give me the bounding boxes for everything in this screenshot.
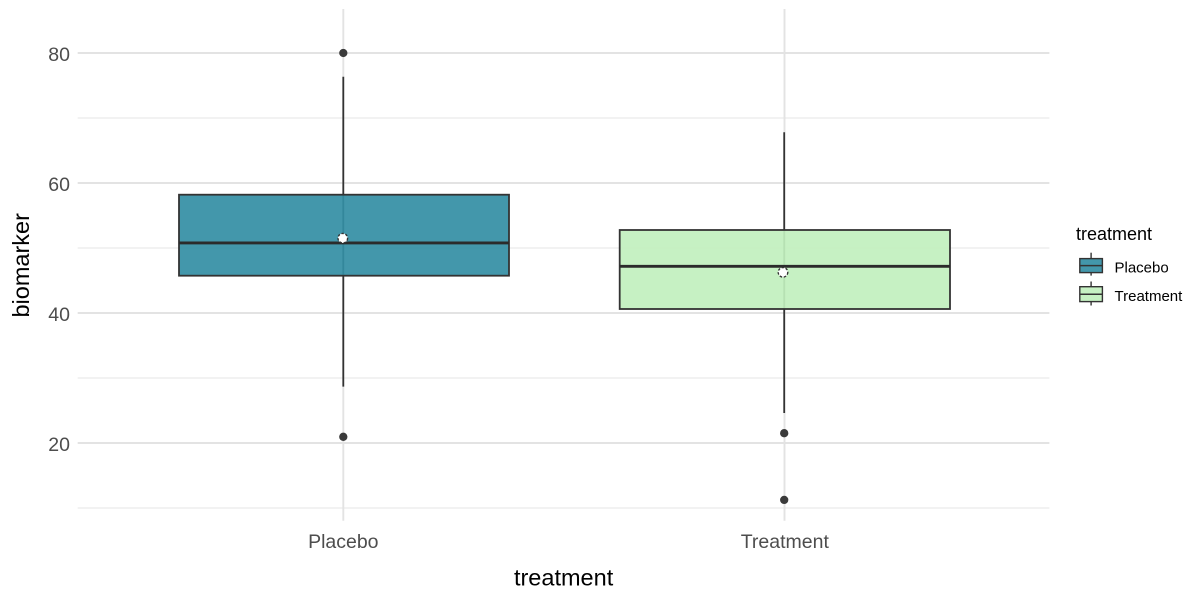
svg-text:Treatment: Treatment — [1115, 288, 1184, 305]
svg-text:20: 20 — [48, 434, 70, 456]
svg-text:80: 80 — [48, 44, 70, 66]
svg-text:60: 60 — [48, 174, 70, 196]
svg-text:40: 40 — [48, 304, 70, 326]
svg-text:Treatment: Treatment — [741, 531, 830, 553]
svg-text:biomarker: biomarker — [8, 213, 34, 318]
svg-text:Placebo: Placebo — [1115, 259, 1169, 276]
svg-text:Placebo: Placebo — [308, 531, 379, 553]
svg-text:treatment: treatment — [1076, 224, 1152, 244]
svg-text:treatment: treatment — [514, 565, 614, 591]
